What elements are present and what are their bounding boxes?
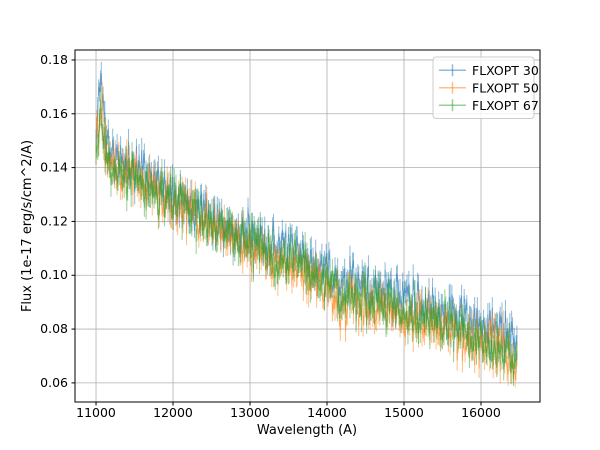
x-tick-label: 11000: [76, 405, 116, 420]
y-tick-label: 0.16: [40, 106, 68, 121]
x-tick-label: 16000: [461, 405, 501, 420]
legend-label: FLXOPT 30: [472, 63, 539, 78]
legend-entry-flxopt-30: FLXOPT 30: [439, 63, 539, 78]
y-tick-label: 0.14: [40, 160, 68, 175]
y-axis-label: Flux (1e-17 erg/s/cm^2/A): [20, 140, 35, 312]
x-tick-label: 15000: [384, 405, 424, 420]
y-tick-label: 0.10: [40, 267, 68, 282]
legend-label: FLXOPT 50: [472, 80, 539, 95]
legend-label: FLXOPT 67: [472, 98, 539, 113]
y-tick-label: 0.06: [40, 375, 68, 390]
x-tick-label: 14000: [307, 405, 347, 420]
plot-border: [74, 49, 541, 403]
x-tick-label: 13000: [230, 405, 270, 420]
legend: FLXOPT 30 FLXOPT 50 FLXOPT 67: [432, 56, 539, 119]
axes-layer: 11000 12000 13000 14000 15000 16000 0.06 0.08 0.…: [40, 49, 541, 420]
legend-entry-flxopt-50: FLXOPT 50: [439, 80, 539, 95]
data-series-layer: [95, 61, 518, 388]
legend-entry-flxopt-67: FLXOPT 67: [439, 98, 539, 113]
x-axis-label: Wavelength (A): [257, 423, 357, 438]
legend-box: [432, 56, 535, 119]
y-tick-label: 0.12: [40, 213, 68, 228]
y-tick-label: 0.08: [40, 321, 68, 336]
series-line-flxopt-67: [95, 99, 518, 380]
x-tick-label: 12000: [153, 405, 193, 420]
y-tick-label: 0.18: [40, 52, 68, 67]
